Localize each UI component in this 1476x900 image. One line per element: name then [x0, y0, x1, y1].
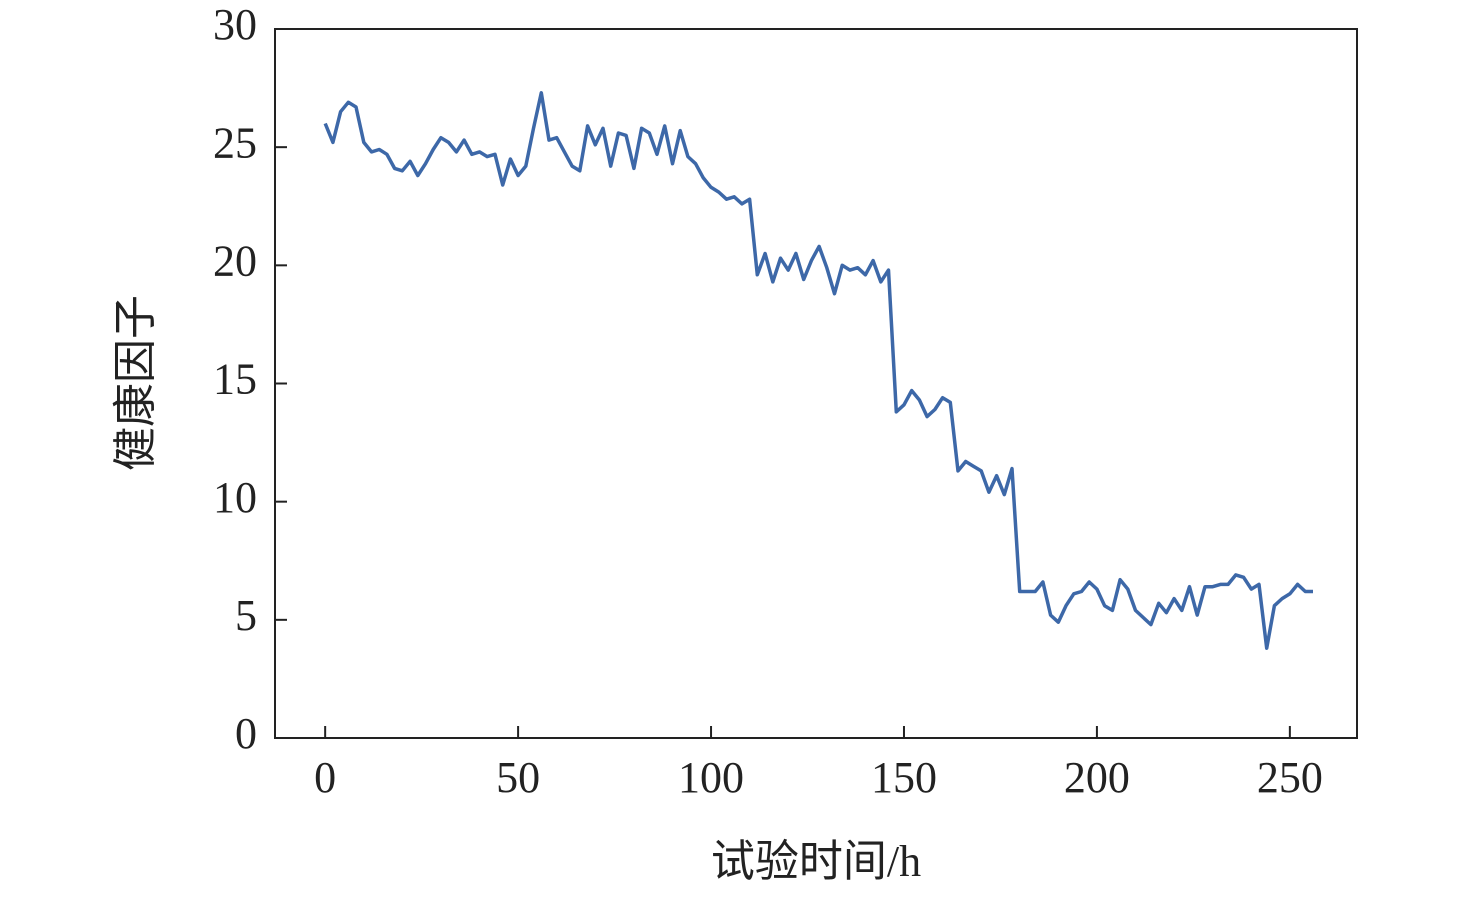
y-tick-label: 25: [213, 118, 257, 167]
y-axis-label: 健康因子: [111, 295, 160, 471]
x-tick-label: 200: [1064, 753, 1130, 802]
x-axis-label: 试验时间/h: [711, 837, 921, 886]
y-tick-label: 10: [213, 473, 257, 522]
line-series: [323, 91, 1313, 650]
x-tick-label: 150: [871, 753, 937, 802]
x-tick-label: 50: [496, 753, 540, 802]
x-tick-label: 0: [314, 753, 336, 802]
y-tick-label: 5: [235, 591, 257, 640]
x-tick-label: 250: [1257, 753, 1323, 802]
y-tick-label: 0: [235, 709, 257, 758]
x-tick-label: 100: [678, 753, 744, 802]
plot-frame: [274, 28, 1358, 739]
y-tick-label: 20: [213, 236, 257, 285]
y-tick-label: 15: [213, 355, 257, 404]
y-tick-label: 30: [213, 0, 257, 49]
